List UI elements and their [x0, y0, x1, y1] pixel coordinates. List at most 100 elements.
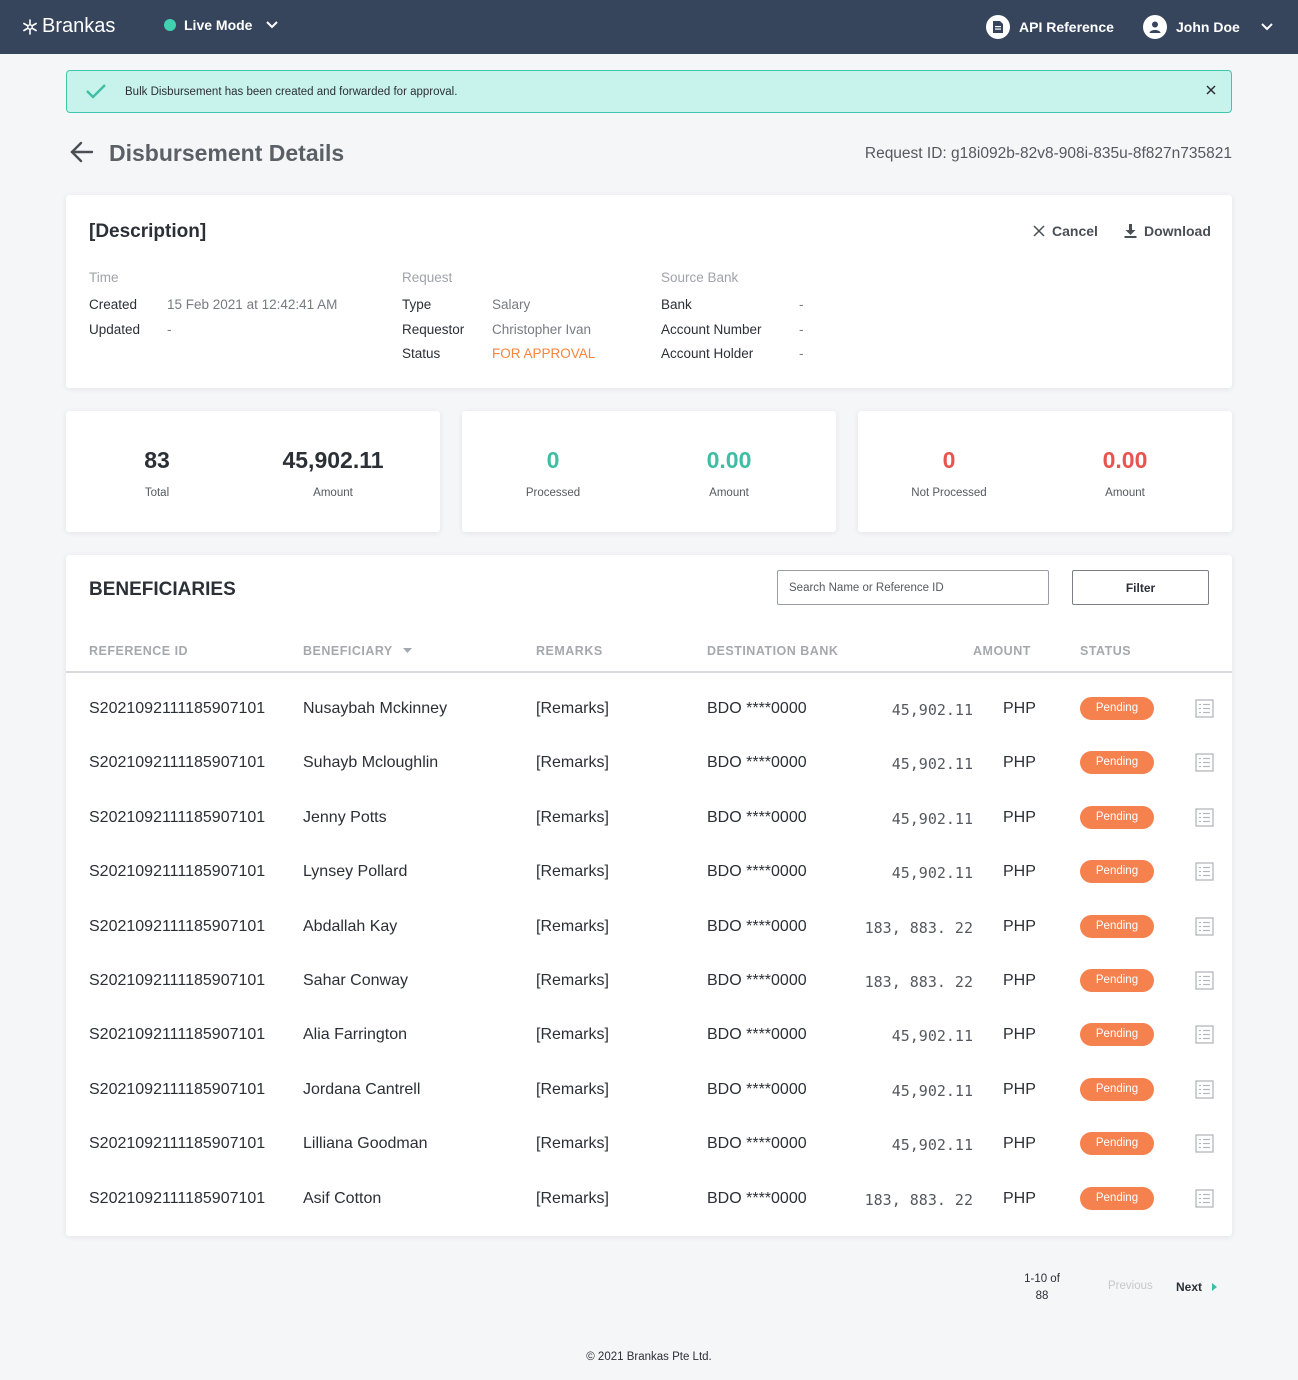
not-processed-count-label: Not Processed [911, 487, 987, 499]
beneficiary-cell: Alia Farrington [303, 1026, 408, 1044]
beneficiary-cell: Lilliana Goodman [303, 1135, 428, 1153]
amount-cell: 183, 883. 22 [864, 1190, 973, 1209]
table-row[interactable]: S2021092111185907101 Jordana Cantrell [R… [66, 1063, 1232, 1117]
next-page-button[interactable]: Next [1176, 1280, 1218, 1294]
brand-logo[interactable]: Brankas [22, 15, 115, 38]
mode-dropdown[interactable]: Live Mode [164, 17, 279, 33]
not-processed-amount-label: Amount [1105, 487, 1145, 499]
column-header-reference-id[interactable]: REFERENCE ID [89, 644, 189, 658]
status-badge: Pending [1080, 697, 1154, 720]
reference-id-cell: S2021092111185907101 [89, 808, 266, 826]
amount-cell: 45,902.11 [891, 1081, 973, 1100]
reference-id-cell: S2021092111185907101 [89, 917, 266, 935]
table-row[interactable]: S2021092111185907101 Nusaybah Mckinney [… [66, 682, 1232, 736]
requestor-label: Requestor [402, 322, 465, 337]
check-icon [86, 84, 106, 99]
user-menu[interactable]: John Doe [1143, 15, 1273, 39]
reference-id-cell: S2021092111185907101 [89, 1135, 266, 1153]
table-row[interactable]: S2021092111185907101 Lilliana Goodman [R… [66, 1117, 1232, 1171]
cancel-button[interactable]: Cancel [1033, 223, 1098, 239]
api-reference-link[interactable]: API Reference [986, 15, 1114, 39]
remarks-cell: [Remarks] [536, 808, 609, 826]
table-row[interactable]: S2021092111185907101 Jenny Potts [Remark… [66, 791, 1232, 845]
chevron-right-icon [1212, 1283, 1218, 1291]
column-header-destination-bank[interactable]: DESTINATION BANK [707, 644, 839, 658]
not-processed-amount: 0.00 [1102, 447, 1148, 473]
chevron-down-icon [266, 21, 279, 29]
table-row[interactable]: S2021092111185907101 Suhayb Mcloughlin [… [66, 736, 1232, 790]
pagination-total: 88 [1035, 1290, 1049, 1302]
column-header-amount[interactable]: AMOUNT [973, 644, 1031, 658]
destination-bank-cell: BDO ****0000 [707, 1026, 807, 1044]
account-number-value: - [799, 322, 804, 337]
details-list-icon[interactable] [1195, 1188, 1214, 1208]
column-header-remarks[interactable]: REMARKS [536, 644, 603, 658]
reference-id-cell: S2021092111185907101 [89, 700, 266, 717]
beneficiary-cell: Abdallah Kay [303, 917, 398, 935]
page-title: Disbursement Details [109, 140, 345, 166]
pagination-range: 1-10 of [1024, 1273, 1060, 1285]
details-list-icon[interactable] [1195, 1134, 1214, 1153]
amount-cell: 45,902.11 [891, 701, 973, 719]
back-arrow-icon[interactable] [70, 141, 94, 163]
remarks-cell: [Remarks] [536, 700, 609, 717]
destination-bank-cell: BDO ****0000 [707, 863, 807, 881]
disbursement-details-card: [Description] Cancel Download Time Creat… [66, 195, 1232, 388]
sort-down-icon [402, 648, 412, 653]
status-badge: Pending [1080, 860, 1154, 884]
currency-cell: PHP [1003, 1026, 1036, 1044]
requestor-value: Christopher Ivan [492, 322, 592, 337]
details-list-icon[interactable] [1195, 971, 1214, 990]
filter-button[interactable]: Filter [1072, 570, 1209, 605]
table-row[interactable]: S2021092111185907101 Abdallah Kay [Remar… [66, 900, 1232, 954]
amount-cell: 45,902.11 [891, 1027, 973, 1046]
status-badge: Pending [1080, 1077, 1154, 1101]
beneficiary-cell: Suhayb Mcloughlin [303, 754, 439, 772]
beneficiary-cell: Lynsey Pollard [303, 863, 408, 881]
created-label: Created [89, 297, 138, 312]
details-list-icon[interactable] [1195, 862, 1214, 881]
chevron-down-icon [1261, 23, 1273, 31]
close-icon[interactable] [1205, 84, 1217, 96]
table-row[interactable]: S2021092111185907101 Lynsey Pollard [Rem… [66, 845, 1232, 899]
currency-cell: PHP [1003, 863, 1036, 881]
details-list-icon[interactable] [1195, 753, 1214, 773]
previous-page-button[interactable]: Previous [1108, 1280, 1153, 1292]
beneficiary-cell: Asif Cotton [303, 1189, 382, 1207]
next-page-label: Next [1176, 1280, 1203, 1294]
table-row[interactable]: S2021092111185907101 Sahar Conway [Remar… [66, 954, 1232, 1008]
currency-cell: PHP [1003, 700, 1036, 717]
api-reference-label: API Reference [1019, 19, 1114, 35]
not-processed-stat-card: 0 Not Processed 0.00 Amount [858, 411, 1232, 532]
amount-cell: 183, 883. 22 [864, 918, 973, 937]
destination-bank-cell: BDO ****0000 [707, 1080, 807, 1098]
amount-cell: 45,902.11 [891, 1136, 973, 1155]
column-header-beneficiary[interactable]: BENEFICIARY [303, 644, 412, 658]
column-header-status[interactable]: STATUS [1080, 644, 1132, 658]
total-stat-card: 83 Total 45,902.11 Amount [66, 411, 440, 532]
account-number-label: Account Number [661, 322, 762, 337]
search-input[interactable] [777, 570, 1049, 605]
details-list-icon[interactable] [1195, 916, 1214, 936]
processed-amount: 0.00 [706, 447, 752, 473]
download-button[interactable]: Download [1124, 223, 1211, 239]
alert-message: Bulk Disbursement has been created and f… [125, 86, 458, 98]
user-name: John Doe [1176, 19, 1240, 35]
details-list-icon[interactable] [1195, 808, 1214, 827]
mode-label: Live Mode [184, 17, 253, 33]
status-badge: Pending [1080, 1186, 1154, 1210]
not-processed-count: 0 [942, 447, 956, 473]
details-list-icon[interactable] [1195, 1080, 1214, 1099]
remarks-cell: [Remarks] [536, 754, 609, 772]
remarks-cell: [Remarks] [536, 863, 609, 881]
table-row[interactable]: S2021092111185907101 Asif Cotton [Remark… [66, 1172, 1232, 1226]
destination-bank-cell: BDO ****0000 [707, 1189, 807, 1207]
table-row[interactable]: S2021092111185907101 Alia Farrington [Re… [66, 1008, 1232, 1062]
cancel-label: Cancel [1052, 223, 1098, 239]
details-list-icon[interactable] [1195, 1025, 1214, 1045]
account-holder-value: - [799, 346, 804, 361]
remarks-cell: [Remarks] [536, 1080, 609, 1098]
details-list-icon[interactable] [1195, 699, 1214, 718]
user-avatar-icon [1143, 15, 1167, 39]
status-badge: Pending [1080, 1132, 1154, 1156]
